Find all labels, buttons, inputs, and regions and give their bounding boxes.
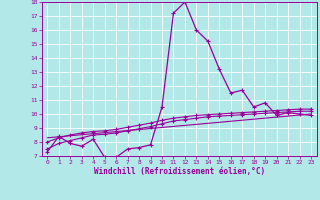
X-axis label: Windchill (Refroidissement éolien,°C): Windchill (Refroidissement éolien,°C)	[94, 167, 265, 176]
